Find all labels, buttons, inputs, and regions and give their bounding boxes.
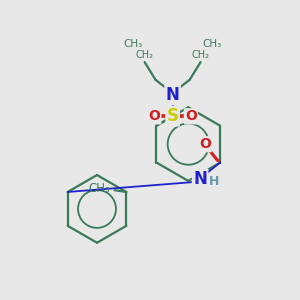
Text: CH₂: CH₂	[192, 50, 210, 60]
Text: O: O	[199, 137, 211, 151]
Text: CH₂: CH₂	[136, 50, 154, 60]
Text: CH₃: CH₃	[88, 182, 110, 195]
Text: O: O	[148, 109, 160, 123]
Text: H: H	[209, 175, 219, 188]
Text: O: O	[185, 109, 197, 123]
Text: N: N	[193, 170, 207, 188]
Text: N: N	[166, 86, 179, 104]
Text: S: S	[167, 107, 178, 125]
Text: CH₃: CH₃	[202, 39, 221, 49]
Text: CH₃: CH₃	[124, 39, 143, 49]
